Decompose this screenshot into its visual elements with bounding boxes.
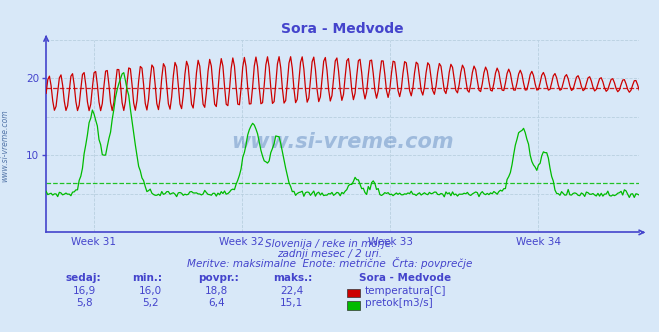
Text: 22,4: 22,4 — [280, 286, 304, 296]
Text: povpr.:: povpr.: — [198, 273, 239, 283]
Text: Slovenija / reke in morje.: Slovenija / reke in morje. — [265, 239, 394, 249]
Text: 15,1: 15,1 — [280, 298, 304, 308]
Text: sedaj:: sedaj: — [66, 273, 101, 283]
Text: 18,8: 18,8 — [204, 286, 228, 296]
Text: 5,8: 5,8 — [76, 298, 93, 308]
Text: Meritve: maksimalne  Enote: metrične  Črta: povprečje: Meritve: maksimalne Enote: metrične Črta… — [186, 257, 473, 269]
Text: temperatura[C]: temperatura[C] — [365, 286, 447, 296]
Text: 16,9: 16,9 — [72, 286, 96, 296]
Text: Sora - Medvode: Sora - Medvode — [359, 273, 451, 283]
Text: 16,0: 16,0 — [138, 286, 162, 296]
Text: maks.:: maks.: — [273, 273, 313, 283]
Text: www.si-vreme.com: www.si-vreme.com — [231, 132, 454, 152]
Text: min.:: min.: — [132, 273, 162, 283]
Title: Sora - Medvode: Sora - Medvode — [281, 22, 404, 36]
Text: 5,2: 5,2 — [142, 298, 159, 308]
Text: 6,4: 6,4 — [208, 298, 225, 308]
Text: zadnji mesec / 2 uri.: zadnji mesec / 2 uri. — [277, 249, 382, 259]
Text: pretok[m3/s]: pretok[m3/s] — [365, 298, 433, 308]
Text: www.si-vreme.com: www.si-vreme.com — [1, 110, 10, 182]
